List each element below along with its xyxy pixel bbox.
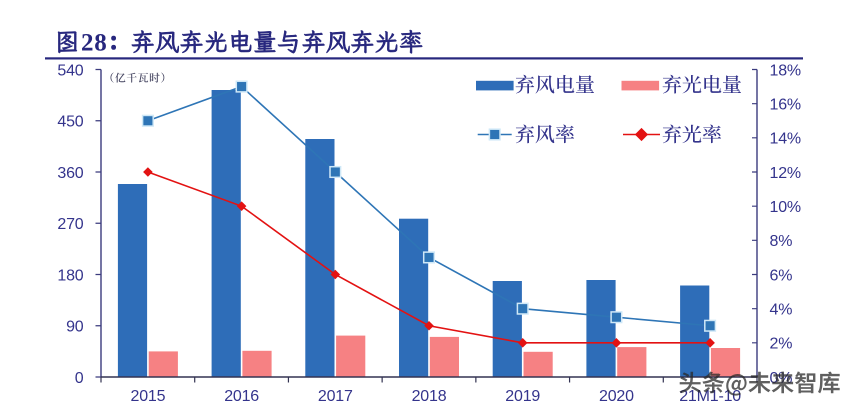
svg-text:450: 450 — [57, 114, 83, 131]
svg-text:16%: 16% — [770, 96, 801, 113]
svg-text:28: 28 — [81, 30, 108, 57]
svg-text:2%: 2% — [770, 336, 793, 353]
svg-text:2016: 2016 — [224, 388, 259, 405]
svg-text:360: 360 — [57, 165, 83, 182]
svg-text:12%: 12% — [770, 165, 801, 182]
svg-text:2017: 2017 — [318, 388, 353, 405]
svg-text:0: 0 — [75, 370, 84, 387]
svg-text:540: 540 — [57, 62, 83, 79]
svg-text:2019: 2019 — [505, 388, 540, 405]
svg-text:4%: 4% — [770, 301, 793, 318]
svg-text:180: 180 — [57, 267, 83, 284]
svg-text:8%: 8% — [770, 233, 793, 250]
svg-text:2015: 2015 — [131, 388, 166, 405]
svg-text:90: 90 — [66, 319, 84, 336]
svg-text:10%: 10% — [770, 199, 801, 216]
svg-text:14%: 14% — [770, 131, 801, 148]
svg-text:2018: 2018 — [412, 388, 447, 405]
svg-text:2020: 2020 — [599, 388, 634, 405]
svg-text:6%: 6% — [770, 267, 793, 284]
svg-text:18%: 18% — [770, 62, 801, 79]
svg-text:270: 270 — [57, 216, 83, 233]
svg-text:21M1-10: 21M1-10 — [679, 388, 741, 405]
